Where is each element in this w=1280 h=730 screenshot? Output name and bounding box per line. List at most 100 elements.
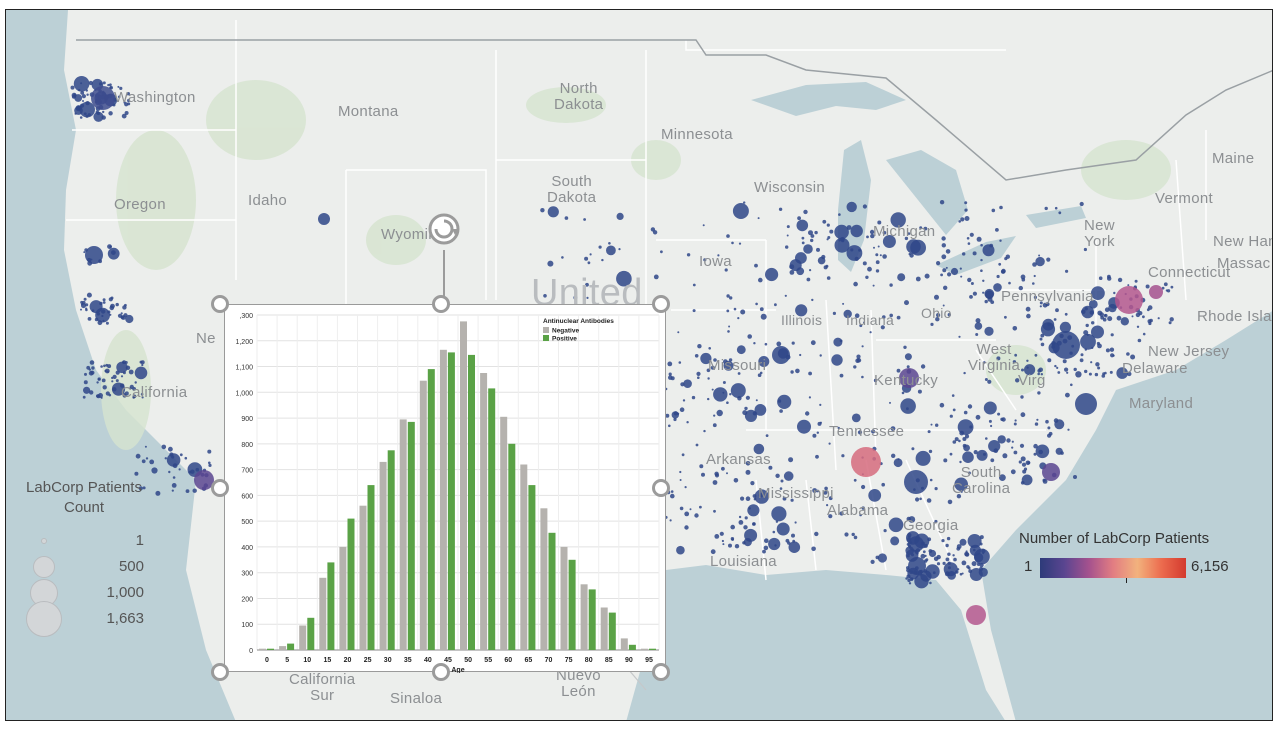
rotate-icon[interactable] — [422, 207, 466, 251]
patient-dot — [716, 409, 723, 417]
patient-dot — [954, 477, 968, 492]
label-montana: Montana — [338, 103, 399, 120]
patient-dot — [660, 250, 663, 254]
resize-handle-middle-left[interactable] — [211, 479, 229, 497]
patient-dot — [1067, 428, 1070, 431]
patient-dot — [670, 490, 674, 493]
label-connecticut: Connecticut — [1148, 264, 1231, 281]
patient-dot — [1134, 279, 1138, 283]
bar-positive — [387, 450, 395, 650]
patient-dot — [966, 565, 970, 569]
x-tick-label: 85 — [605, 657, 613, 664]
patient-dot — [692, 283, 696, 287]
patient-dot — [1126, 352, 1130, 356]
patient-dot — [96, 312, 101, 316]
patient-dot — [906, 531, 920, 545]
patient-dot — [850, 224, 863, 238]
label-south-dakota-line1: South — [551, 173, 593, 190]
patient-dot — [744, 516, 748, 520]
patient-dot — [871, 429, 876, 434]
patient-dot — [832, 311, 837, 315]
embedded-chart[interactable]: 0 100 200 300 400 500 600 700 800 900 1,000 1,100 1,… — [224, 304, 666, 673]
resize-handle-middle-right[interactable] — [652, 479, 670, 497]
bar-positive — [568, 559, 576, 650]
patient-dot — [960, 217, 965, 222]
patient-dot — [826, 223, 830, 227]
patient-dot — [959, 572, 963, 576]
patient-dot — [134, 381, 137, 384]
patient-dot — [710, 549, 716, 555]
patient-dot — [846, 225, 852, 230]
patient-dot — [573, 295, 578, 300]
patient-dot — [76, 105, 82, 111]
patient-dot — [583, 218, 586, 221]
patient-dot — [907, 232, 911, 235]
patient-dot — [745, 469, 751, 475]
patient-dot — [81, 94, 86, 99]
resize-handle-bottom-left[interactable] — [211, 663, 229, 681]
patient-dot — [829, 229, 834, 234]
patient-dot — [733, 307, 737, 311]
patient-dot — [935, 317, 940, 322]
resize-handle-bottom-center[interactable] — [432, 663, 450, 681]
patient-dot — [1014, 353, 1018, 357]
patient-dot — [122, 360, 126, 364]
patient-dot — [1021, 462, 1027, 467]
patient-dot — [771, 506, 787, 522]
patient-dot — [811, 546, 816, 552]
patient-dot — [945, 557, 950, 562]
label-oregon: Oregon — [114, 196, 166, 213]
patient-dot — [962, 437, 967, 441]
resize-handle-top-center[interactable] — [432, 295, 450, 313]
patient-dot — [928, 549, 937, 558]
patient-dot — [759, 307, 764, 312]
patient-dot — [713, 387, 728, 402]
y-tick-label: 100 — [241, 622, 253, 629]
label-new-york-line2: York — [1084, 233, 1115, 250]
patient-dot — [988, 419, 992, 423]
patient-dot — [86, 93, 89, 96]
patient-dot — [695, 443, 699, 447]
patient-dot — [920, 570, 932, 582]
patient-dot — [601, 258, 604, 262]
patient-dot — [753, 342, 756, 345]
patient-dot — [943, 562, 958, 577]
patient-dot — [1055, 308, 1059, 313]
patient-dot — [783, 471, 794, 481]
patient-dot — [171, 483, 177, 488]
patient-dot — [694, 513, 699, 518]
label-north-dakota: North Dakota — [554, 81, 603, 113]
patient-dot — [711, 388, 714, 391]
patient-dot — [962, 252, 966, 256]
patient-dot — [1020, 395, 1024, 399]
resize-handle-bottom-right[interactable] — [652, 663, 670, 681]
patient-dot — [124, 102, 129, 107]
patient-dot — [743, 525, 748, 530]
patient-dot — [682, 399, 686, 402]
patient-dot — [764, 538, 769, 543]
resize-handle-top-left[interactable] — [211, 295, 229, 313]
patient-dot — [744, 528, 758, 542]
patient-dot — [721, 466, 725, 471]
patient-dot — [934, 294, 939, 300]
bar-positive — [488, 388, 496, 650]
patient-dot — [1026, 366, 1029, 369]
patient-dot — [1039, 301, 1043, 305]
patient-dot — [1084, 369, 1088, 374]
resize-handle-top-right[interactable] — [652, 295, 670, 313]
map-canvas[interactable]: Washington Montana North Dakota Minnesota… — [5, 9, 1273, 721]
patient-dot — [923, 226, 928, 231]
size-legend-row-3: 1,000 — [14, 579, 144, 607]
patient-dot — [754, 489, 769, 504]
patient-dot — [172, 476, 176, 479]
patient-cluster-dot — [1149, 285, 1163, 299]
patient-dot — [936, 261, 941, 266]
patient-dot — [1056, 366, 1059, 369]
bar-positive — [407, 421, 415, 650]
patient-dot — [108, 297, 113, 302]
patient-dot — [703, 258, 707, 262]
patient-dot — [97, 378, 101, 381]
bar-positive — [528, 485, 536, 650]
patient-dot — [1137, 338, 1142, 343]
patient-dot — [786, 234, 789, 237]
